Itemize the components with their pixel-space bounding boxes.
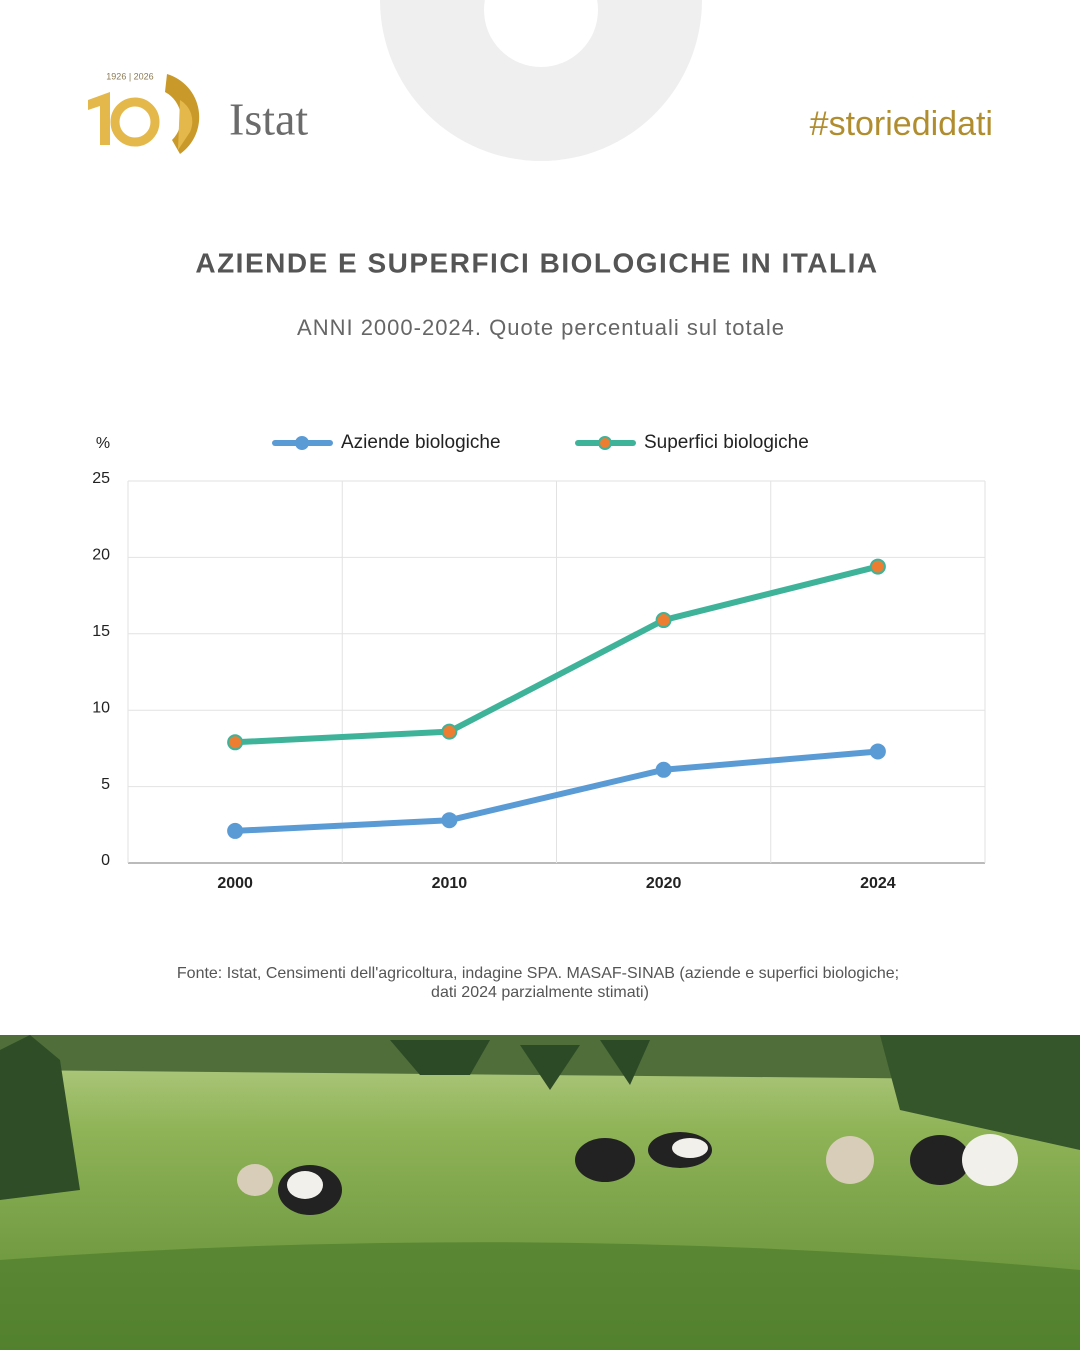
data-point [869, 558, 886, 575]
series-line [234, 563, 879, 746]
data-point [441, 723, 458, 740]
y-tick-label: 5 [101, 776, 110, 793]
data-point [441, 812, 458, 829]
x-tick-label: 2010 [432, 875, 468, 892]
decor-hole [484, 0, 598, 67]
source-line: dati 2024 parzialmente stimati) [431, 984, 649, 1001]
legend-label: Superfici biologiche [644, 432, 809, 453]
legend-marker [598, 436, 612, 450]
chart-subtitle: ANNI 2000-2024. Quote percentuali sul to… [297, 315, 785, 340]
x-tick-label: 2000 [217, 875, 253, 892]
data-point [655, 612, 672, 629]
logo-years: 1926 | 2026 [106, 71, 153, 81]
x-tick-label: 2024 [860, 875, 896, 892]
source-line: Fonte: Istat, Censimenti dell'agricoltur… [177, 965, 899, 982]
y-tick-label: 20 [92, 547, 110, 564]
y-axis-label: % [96, 435, 110, 452]
logo-name: Istat [229, 94, 308, 145]
logo: 1926 | 2026 Istat [88, 71, 308, 154]
landscape-photo [0, 1035, 1080, 1350]
data-point [869, 743, 886, 760]
x-tick-label: 2020 [646, 875, 682, 892]
y-tick-label: 10 [92, 699, 110, 716]
decor-circle [380, 0, 702, 161]
legend-label: Aziende biologiche [341, 432, 501, 453]
data-point [227, 734, 244, 751]
data-point [655, 761, 672, 778]
y-tick-label: 0 [101, 852, 110, 869]
y-tick-label: 25 [92, 470, 110, 487]
y-tick-label: 15 [92, 623, 110, 640]
series-line [234, 748, 879, 834]
plot: 0 5 10 15 20 25 2000 2010 2020 2024 Aziende biolog… [92, 432, 986, 892]
chart-title: AZIENDE E SUPERFICI BIOLOGICHE IN ITALIA [195, 247, 878, 278]
hashtag: #storiedidati [810, 105, 993, 143]
legend-marker [295, 436, 309, 450]
data-point [227, 822, 244, 839]
